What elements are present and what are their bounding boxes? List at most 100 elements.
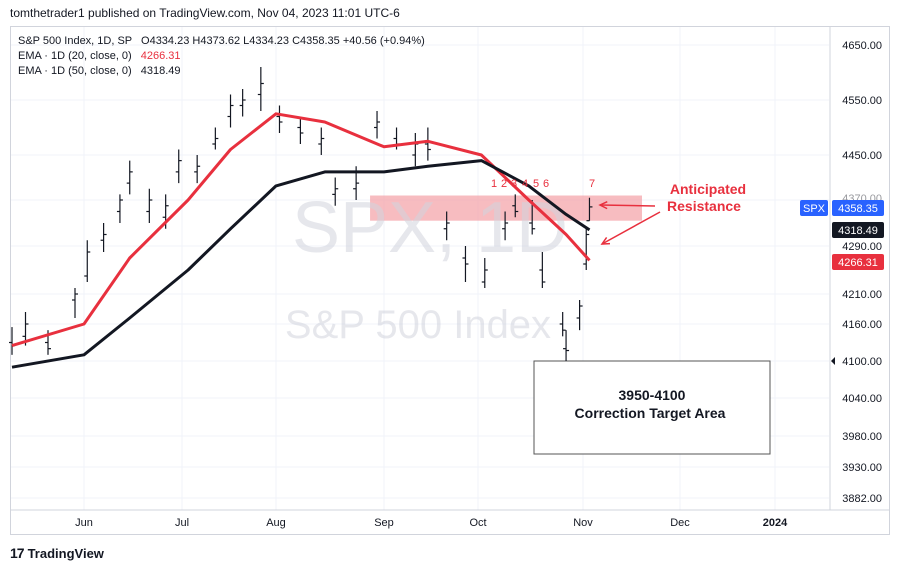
legend-ohlc: O4334.23 H4373.62 L4334.23 C4358.35 +40.… <box>141 35 425 47</box>
ema20-tag-bg <box>832 254 884 270</box>
tradingview-footer[interactable]: 17 TradingView <box>10 545 104 561</box>
ohlc-bar <box>9 327 15 355</box>
wave-label-3: 3 <box>511 178 517 190</box>
ohlc-bar <box>239 89 246 117</box>
ohlc-bar <box>462 246 469 282</box>
ohlc-bar <box>559 312 566 337</box>
wave-label-5: 5 <box>533 178 539 190</box>
target-zone-rect <box>533 360 771 455</box>
target-zone-box <box>533 360 771 455</box>
legend-ema20-value: 4266.31 <box>140 50 181 62</box>
ohlc-bar <box>175 149 182 184</box>
ohlc-bar <box>586 197 593 222</box>
arrow-to-resistance-icon-shaft <box>599 204 656 207</box>
last-price-tag: 4358.35 <box>838 203 878 215</box>
ohlc-bar <box>212 127 219 150</box>
arrow-to-resistance-icon <box>598 200 656 210</box>
price-axis[interactable]: 4650.00 4550.00 4450.00 4290.00 4210.00 4160.… <box>829 27 882 510</box>
tradingview-logo-icon: 17 <box>10 545 25 561</box>
ohlc-bar <box>146 188 153 223</box>
legend-ema50-label: EMA · 1D (50, close, 0) <box>18 65 132 77</box>
time-tick-label: Nov <box>573 517 593 529</box>
price-tick-label: 4450.00 <box>842 150 882 162</box>
arrow-to-ema-icon <box>600 211 661 245</box>
ohlc-bar <box>84 240 91 282</box>
symbol-watermark: SPX, 1D S&P 500 Index <box>285 188 568 347</box>
arrow-to-ema-icon-head <box>600 237 611 245</box>
price-tick-label: 3980.00 <box>842 431 882 443</box>
resistance-zone <box>370 195 642 221</box>
price-tick-label: 4160.00 <box>842 319 882 331</box>
ohlc-bar <box>297 116 304 144</box>
tradingview-brand: TradingView <box>27 545 104 561</box>
time-tick-label: 2024 <box>763 517 788 529</box>
time-tick-label: Aug <box>266 517 286 529</box>
ohlc-bar <box>116 194 123 223</box>
time-axis[interactable]: Jun Jul Aug Sep Oct Nov Dec 2024 <box>11 509 889 529</box>
legend-ema20-label: EMA · 1D (20, close, 0) <box>18 50 132 62</box>
ema-lines <box>11 112 591 369</box>
wave-label-4: 4 <box>522 178 528 190</box>
time-tick-label: Jun <box>75 517 93 529</box>
ohlc-bar <box>576 300 583 331</box>
ohlc-bar <box>412 133 419 167</box>
wave-label-7: 7 <box>589 178 595 190</box>
ema50-tag: 4318.49 <box>838 225 878 237</box>
ohlc-bar <box>72 288 78 318</box>
ohlc-bar <box>227 94 234 128</box>
ohlc-bar <box>481 258 488 288</box>
ohlc-bar <box>194 155 201 184</box>
ohlc-bar <box>443 211 450 241</box>
ohlc-bars <box>9 67 593 361</box>
price-tick-label: 4550.00 <box>842 95 882 107</box>
ema50-line <box>11 159 591 369</box>
legend-ema50-value: 4318.49 <box>140 65 181 77</box>
ohlc-bar <box>276 105 283 133</box>
time-tick-label: Jul <box>175 517 189 529</box>
price-tick-label: 4100.00 <box>842 356 882 368</box>
arrow-to-ema-icon-shaft <box>601 211 661 245</box>
last-price-tag-bg <box>832 200 884 216</box>
target-zone-line2: Correction Target Area <box>575 405 726 421</box>
ohlc-bar <box>583 228 590 270</box>
ohlc-bar <box>539 252 546 288</box>
wave-label-2: 2 <box>501 178 507 190</box>
price-tick-label: 4290.00 <box>842 241 882 253</box>
price-tick-label: 3930.00 <box>842 462 882 474</box>
published-line: tomthetrader1 published on TradingView.c… <box>10 6 400 20</box>
ohlc-bar <box>126 160 133 195</box>
ohlc-bar <box>318 127 325 155</box>
symbol-tag: SPX <box>803 203 826 215</box>
ohlc-bar <box>257 67 264 111</box>
target-zone-line1: 3950-4100 <box>619 387 686 403</box>
ohlc-bar <box>502 211 509 241</box>
price-tick-label: 4210.00 <box>842 289 882 301</box>
resistance-label-line2: Resistance <box>667 198 741 214</box>
symbol-tag-bg <box>800 200 828 216</box>
chart-frame <box>10 26 890 535</box>
wave-label-6: 6 <box>543 178 549 190</box>
ohlc-bar <box>512 194 519 218</box>
wave-label-1: 1 <box>491 178 497 190</box>
resistance-label-line1: Anticipated <box>670 181 746 197</box>
ohlc-bar <box>100 223 107 252</box>
ohlc-bar <box>332 177 339 206</box>
zones <box>370 195 771 455</box>
ema20-line <box>11 112 591 348</box>
price-marker-icon <box>831 357 835 365</box>
ema50-tag-bg <box>832 222 884 238</box>
time-tick-label: Dec <box>670 517 690 529</box>
ohlc-bar <box>424 127 431 161</box>
watermark-symbol: SPX, 1D <box>292 188 568 268</box>
arrow-to-resistance-icon-head <box>598 200 608 210</box>
price-tick-label: 4040.00 <box>842 393 882 405</box>
watermark-name: S&P 500 Index <box>285 303 551 347</box>
ohlc-bar <box>374 111 381 139</box>
legend-symbol: S&P 500 Index, 1D, SP <box>18 35 132 47</box>
price-tick-label: 3882.00 <box>842 493 882 505</box>
ema20-tag: 4266.31 <box>838 257 878 269</box>
price-tick-label: 4650.00 <box>842 40 882 52</box>
ohlc-bar <box>563 330 570 361</box>
